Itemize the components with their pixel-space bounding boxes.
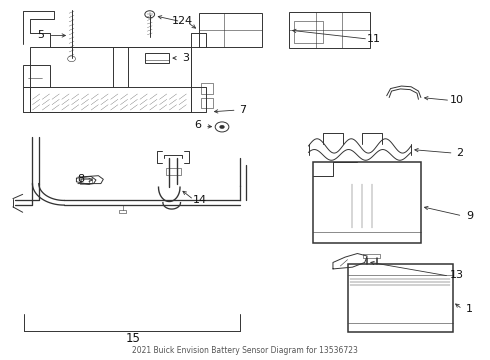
Text: 1: 1 bbox=[466, 304, 473, 314]
Text: 11: 11 bbox=[367, 34, 381, 44]
Bar bbox=[198, 13, 262, 47]
Bar bbox=[201, 98, 213, 108]
Text: 5: 5 bbox=[37, 30, 44, 40]
Bar bbox=[201, 83, 213, 94]
Text: 13: 13 bbox=[449, 270, 464, 280]
Bar bbox=[166, 168, 180, 175]
Circle shape bbox=[220, 125, 224, 129]
Bar bbox=[294, 21, 323, 42]
Bar bbox=[145, 53, 169, 63]
Bar bbox=[314, 162, 421, 243]
Text: 2021 Buick Envision Battery Sensor Diagram for 13536723: 2021 Buick Envision Battery Sensor Diagr… bbox=[132, 346, 358, 355]
Text: 8: 8 bbox=[77, 174, 84, 184]
Text: 4: 4 bbox=[184, 17, 192, 27]
Bar bbox=[289, 12, 369, 48]
Bar bbox=[120, 210, 126, 213]
Bar bbox=[23, 65, 49, 87]
Text: 15: 15 bbox=[125, 332, 140, 345]
Text: 6: 6 bbox=[194, 121, 201, 130]
Text: 9: 9 bbox=[466, 211, 473, 221]
Text: 14: 14 bbox=[193, 195, 207, 205]
Bar bbox=[347, 264, 453, 332]
Text: 3: 3 bbox=[182, 53, 189, 63]
Bar bbox=[80, 179, 89, 184]
Bar bbox=[30, 47, 191, 112]
Bar bbox=[81, 178, 92, 183]
Text: 12: 12 bbox=[172, 17, 186, 27]
Text: 2: 2 bbox=[456, 148, 464, 158]
Bar bbox=[363, 253, 380, 258]
Text: 7: 7 bbox=[239, 105, 246, 115]
Text: 10: 10 bbox=[450, 95, 464, 105]
